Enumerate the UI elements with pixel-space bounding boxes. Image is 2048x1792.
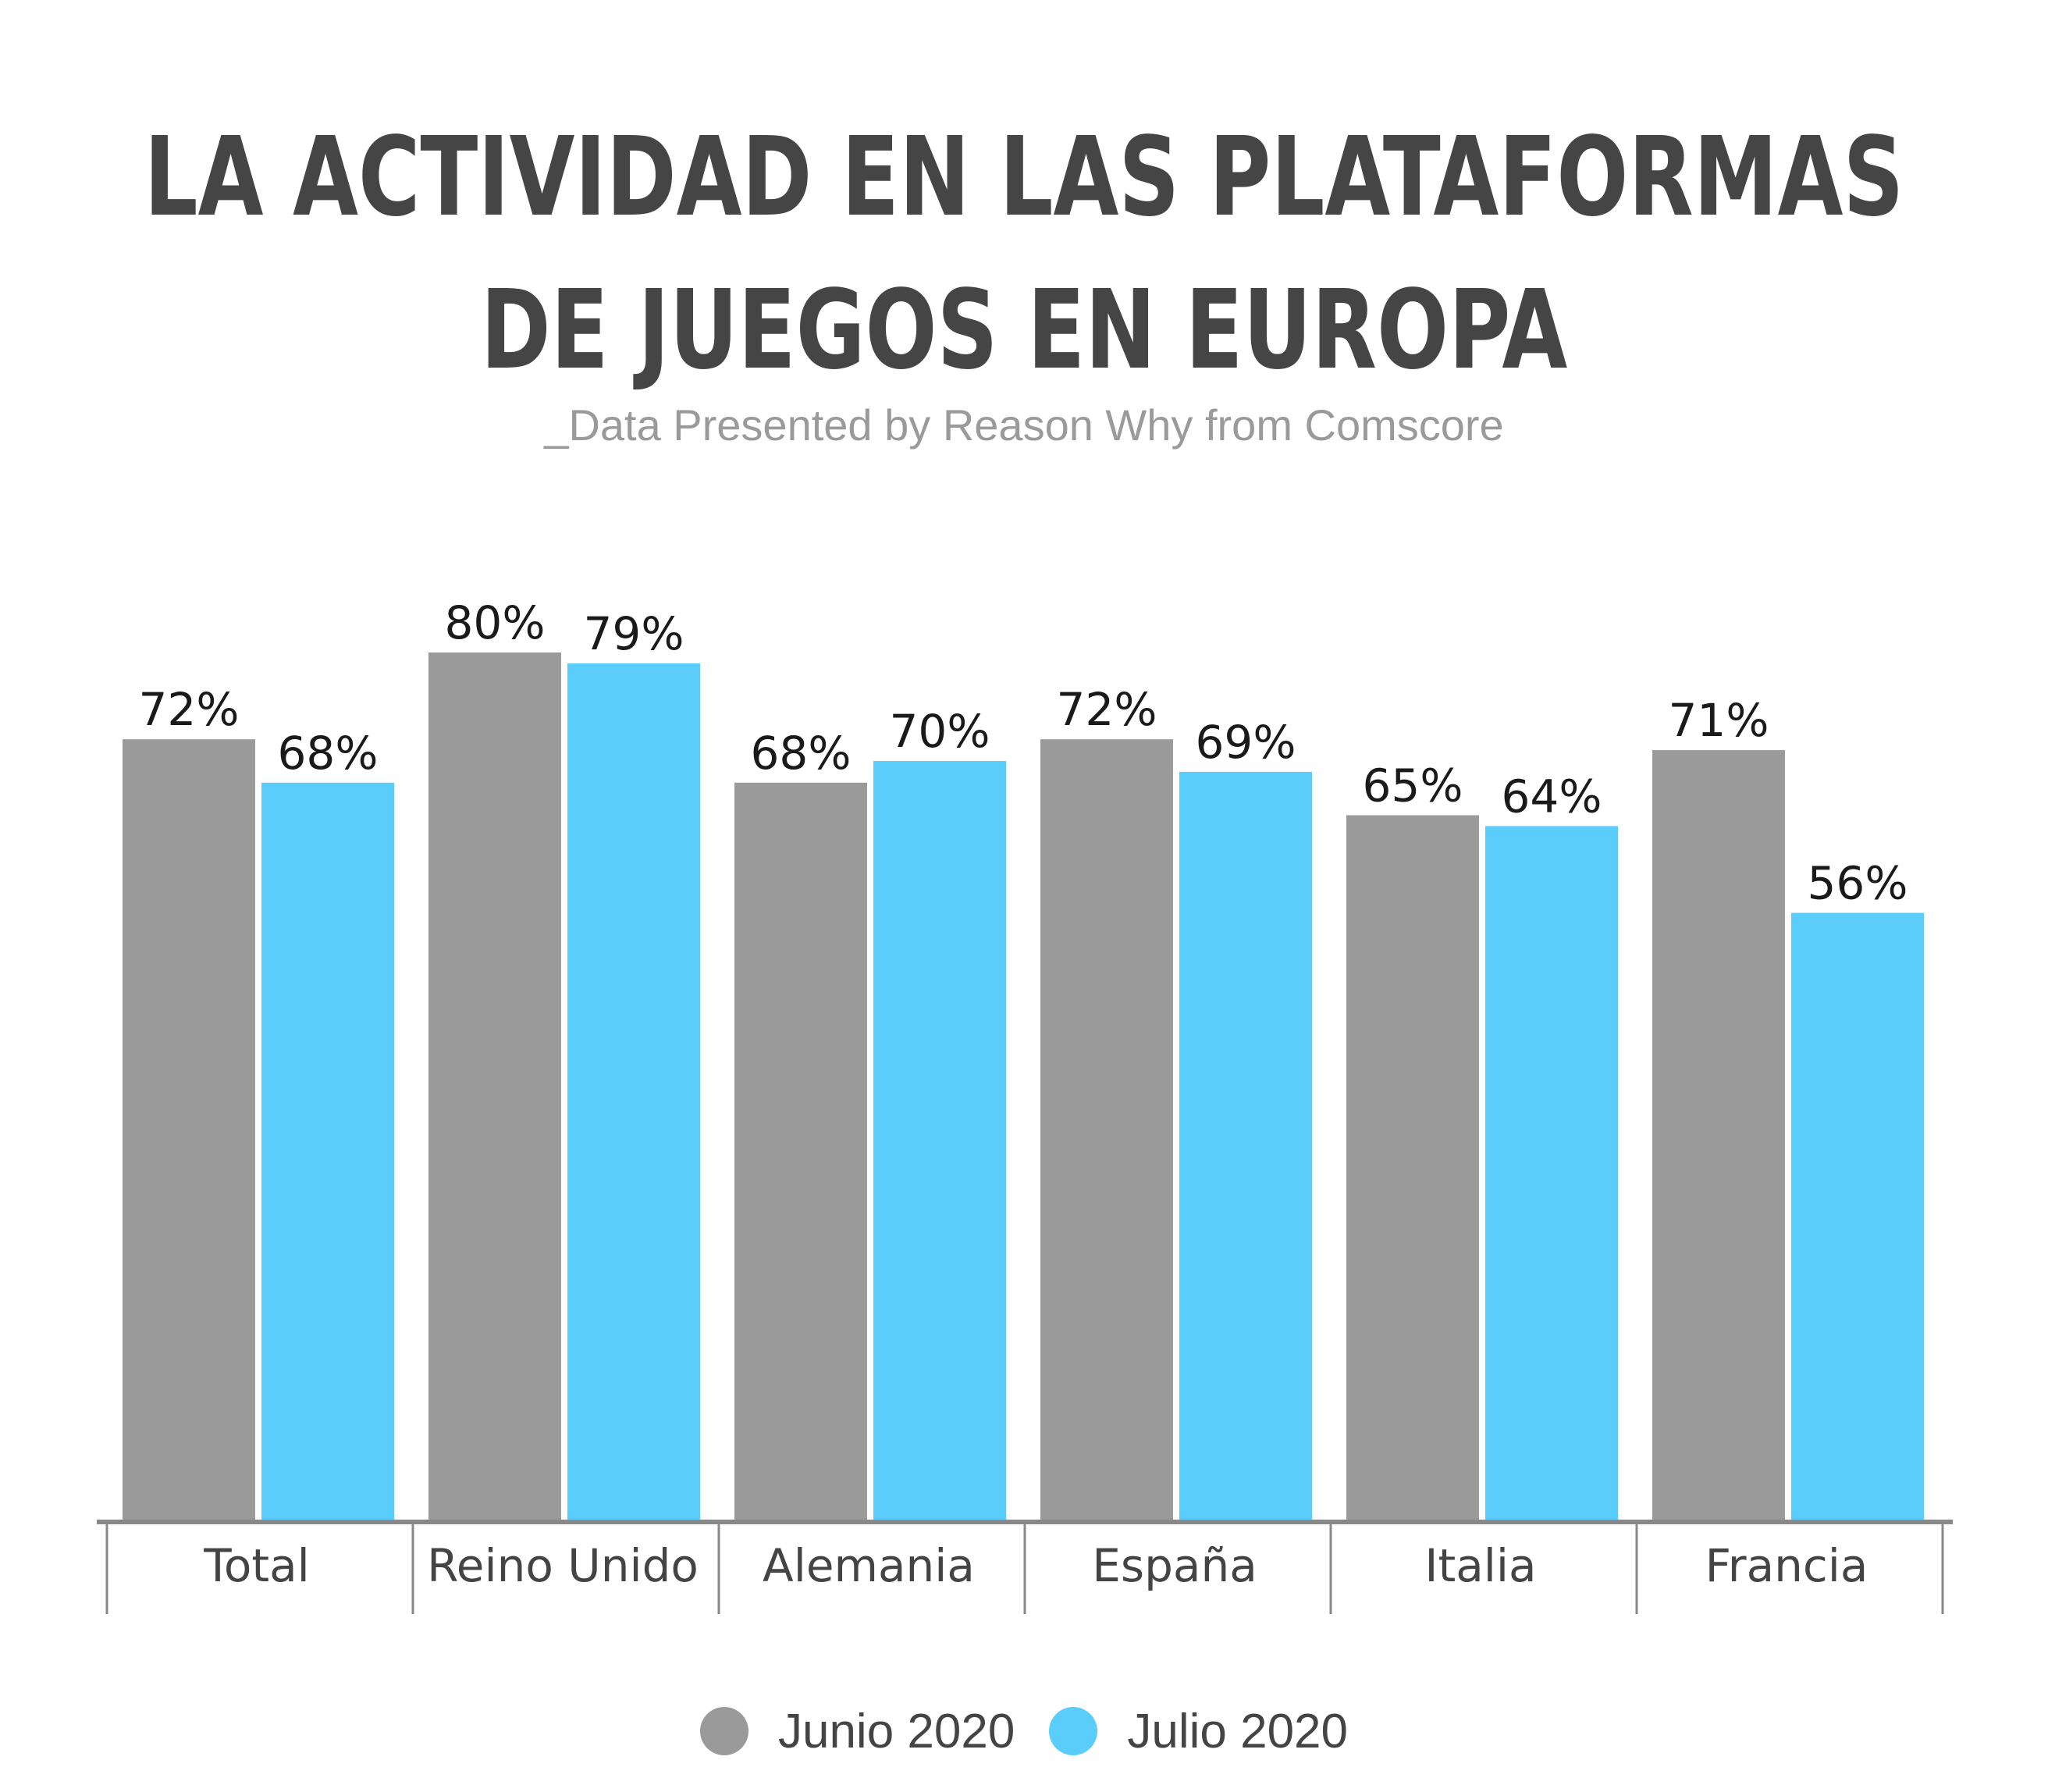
chart-title: LA ACTIVIDAD EN LAS PLATAFORMAS DE JUEGO… <box>144 101 1905 407</box>
category-label: Francia <box>1705 1539 1868 1592</box>
bar-alemania-junio <box>734 782 867 1520</box>
value-label: 69% <box>1196 716 1296 769</box>
bar-reino-unido-julio <box>567 663 700 1520</box>
bar-francia-junio <box>1652 750 1785 1520</box>
title-line-2: DE JUEGOS EN EUROPA <box>480 267 1568 394</box>
bar-italia-junio <box>1346 815 1479 1520</box>
category-label: Italia <box>1424 1539 1536 1592</box>
chart-subtitle: _Data Presented by Reason Why from Comsc… <box>544 400 1504 450</box>
value-label: 68% <box>751 727 852 780</box>
value-label: 72% <box>1057 683 1157 736</box>
value-label: 72% <box>139 683 240 736</box>
legend-swatch-junio <box>699 1707 748 1755</box>
category-label: Reino Unido <box>427 1539 699 1592</box>
legend-swatch-julio <box>1049 1707 1098 1755</box>
title-line-1: LA ACTIVIDAD EN LAS PLATAFORMAS <box>144 114 1904 241</box>
x-axis <box>97 1520 1953 1614</box>
legend-label-julio: Julio 2020 <box>1127 1704 1349 1758</box>
legend-label-junio: Junio 2020 <box>777 1704 1015 1758</box>
category-label: Alemania <box>763 1539 975 1592</box>
category-label: España <box>1092 1539 1257 1592</box>
bar-reino-unido-junio <box>428 652 561 1520</box>
bar-francia-julio <box>1791 912 1924 1520</box>
value-label: 65% <box>1363 759 1463 812</box>
bar-españa-julio <box>1179 771 1312 1520</box>
legend-item-junio: Junio 2020 <box>699 1704 1015 1759</box>
bar-total-junio <box>123 739 255 1520</box>
value-label: 70% <box>890 705 990 758</box>
value-label: 71% <box>1669 694 1769 747</box>
value-label: 68% <box>278 727 379 780</box>
value-label: 56% <box>1808 857 1908 910</box>
bar-alemania-julio <box>873 761 1006 1520</box>
bar-italia-julio <box>1485 826 1618 1520</box>
category-label: Total <box>203 1539 309 1592</box>
legend-item-julio: Julio 2020 <box>1049 1704 1348 1759</box>
value-label: 64% <box>1502 770 1602 823</box>
value-label: 80% <box>445 596 546 649</box>
bars-group <box>123 652 1924 1520</box>
legend: Junio 2020 Julio 2020 <box>0 1700 2048 1762</box>
value-labels-group: 72% 68% 80% 79% 68% 70% 72% 69% 65% 64% 71% 56% <box>139 596 1908 910</box>
bar-total-julio <box>261 782 394 1520</box>
bar-españa-junio <box>1040 739 1173 1520</box>
value-label: 79% <box>584 607 684 660</box>
category-labels-group: Total Reino Unido Alemania España Italia Fran… <box>203 1539 1868 1592</box>
